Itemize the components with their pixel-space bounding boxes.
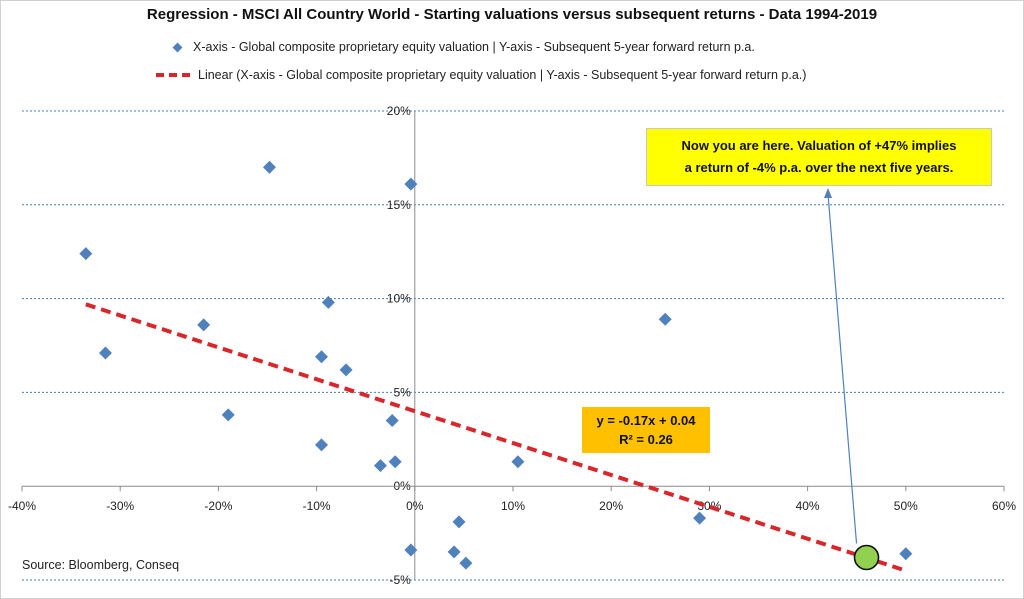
equation-line: y = -0.17x + 0.04 — [596, 413, 696, 428]
x-tick-label: -10% — [303, 499, 331, 513]
data-point — [385, 414, 399, 428]
data-point — [98, 346, 112, 360]
annotation-callout: Now you are here. Valuation of +47% impl… — [646, 128, 992, 186]
data-point — [447, 545, 461, 559]
data-point — [197, 318, 211, 332]
source-note: Source: Bloomberg, Conseq — [22, 558, 180, 572]
y-tick-label: -5% — [389, 573, 411, 587]
data-point — [693, 511, 707, 525]
legend-entry-linear: Linear (X-axis - Global composite propri… — [156, 68, 807, 82]
annotation-line-1: Now you are here. Valuation of +47% impl… — [681, 138, 957, 153]
data-point — [459, 556, 473, 570]
data-point — [315, 350, 329, 364]
regression-equation-box: y = -0.17x + 0.04 R² = 0.26 — [582, 407, 710, 453]
annotation-arrowhead — [824, 188, 832, 198]
data-point — [79, 247, 93, 261]
x-tick-label: 10% — [501, 499, 525, 513]
data-point — [262, 160, 276, 174]
x-tick-label: -40% — [8, 499, 36, 513]
data-point — [388, 455, 402, 469]
x-tick-label: 60% — [992, 499, 1016, 513]
x-tick-label: -30% — [106, 499, 134, 513]
linear-trendline — [85, 302, 907, 573]
x-tick-label: 0% — [406, 499, 424, 513]
data-point — [315, 438, 329, 452]
r-squared-line: R² = 0.26 — [619, 432, 673, 447]
data-point — [404, 543, 418, 557]
x-tick-label: 20% — [599, 499, 623, 513]
legend-linear-label: Linear (X-axis - Global composite propri… — [198, 68, 807, 82]
data-point — [321, 295, 335, 309]
y-tick-label: 5% — [393, 385, 411, 399]
data-point — [511, 455, 525, 469]
legend-scatter-label: X-axis - Global composite proprietary eq… — [193, 40, 755, 54]
legend-dashed-line-icon — [156, 72, 190, 77]
x-tick-label: 40% — [796, 499, 820, 513]
y-tick-label: 10% — [387, 292, 411, 306]
legend-entry-scatter: X-axis - Global composite proprietary eq… — [170, 40, 755, 54]
x-tick-label: -20% — [204, 499, 232, 513]
chart-title: Regression - MSCI All Country World - St… — [146, 6, 878, 23]
annotation-line-2: a return of -4% p.a. over the next five … — [684, 160, 954, 175]
annotation-arrow — [827, 193, 858, 544]
data-point — [373, 459, 387, 473]
y-tick-label: 20% — [387, 104, 411, 118]
data-point — [658, 312, 672, 326]
data-point — [339, 363, 353, 377]
data-point — [404, 177, 418, 191]
data-point — [899, 547, 913, 561]
y-tick-label: 15% — [387, 198, 411, 212]
data-point — [221, 408, 235, 422]
current-valuation-marker — [853, 544, 880, 571]
x-tick-label: 50% — [894, 499, 918, 513]
data-point — [452, 515, 466, 529]
